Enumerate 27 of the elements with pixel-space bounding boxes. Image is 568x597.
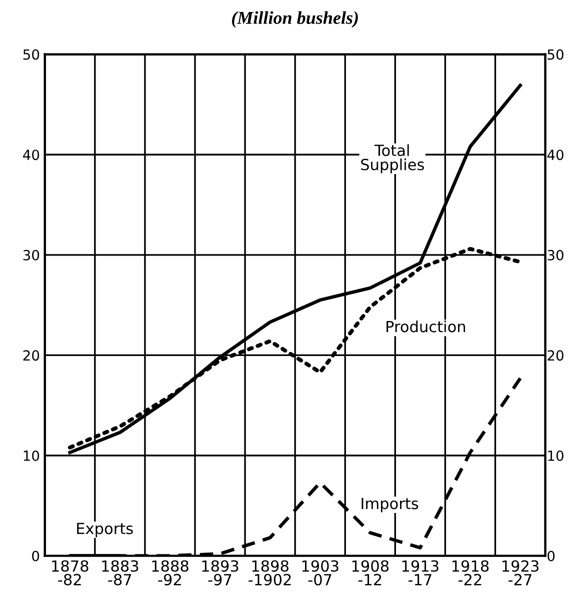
y2-tick-label: 0 xyxy=(548,550,555,562)
x-tick-label: 1898 -1902 xyxy=(248,560,291,586)
series-label: Exports xyxy=(77,522,133,538)
chart-title: (Million bushels) xyxy=(232,11,358,28)
y-tick-label: 10 xyxy=(24,450,40,461)
x-tick-label: 1883 -87 xyxy=(102,560,138,586)
y-tick-label: 40 xyxy=(23,150,40,160)
series-label: Production xyxy=(386,320,466,332)
y-tick-label: 50 xyxy=(23,49,40,60)
series-label: Imports xyxy=(362,498,418,512)
x-tick-label: 1893 -97 xyxy=(202,560,238,586)
y2-tick-label: 50 xyxy=(548,49,564,60)
y-tick-label: 0 xyxy=(32,550,40,562)
x-tick-label: 1923 -27 xyxy=(502,560,538,586)
y2-tick-label: 30 xyxy=(548,250,564,260)
y-tick-label: 20 xyxy=(23,350,40,361)
text: Total Supplies xyxy=(361,144,424,174)
x-tick-label: 1918 -22 xyxy=(452,560,489,586)
y-tick-label: 30 xyxy=(23,250,40,260)
x-tick-label: 1903 -07 xyxy=(302,560,338,586)
y2-tick-label: 10 xyxy=(548,450,564,461)
x-tick-label: 1908 -12 xyxy=(352,560,389,586)
y2-tick-label: 40 xyxy=(547,150,564,160)
y2-tick-label: 20 xyxy=(548,350,564,361)
x-tick-label: 1913 -17 xyxy=(402,560,438,586)
x-tick-label: 1888 -92 xyxy=(152,560,188,586)
x-tick-label: 1878 -82 xyxy=(52,560,88,586)
